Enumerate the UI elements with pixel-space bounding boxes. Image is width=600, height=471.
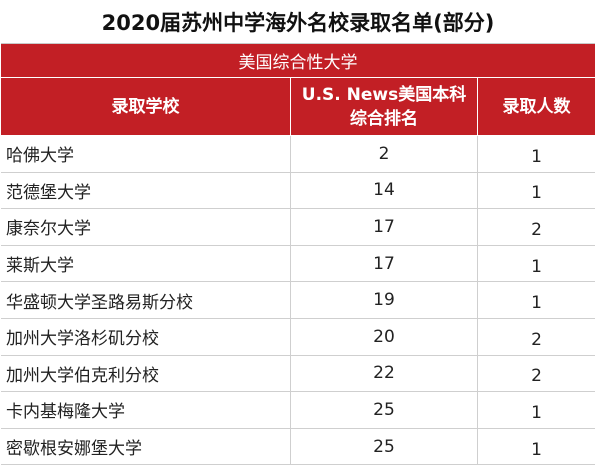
count-cell: 1 (531, 402, 542, 423)
column-header-school: 录取学校 (1, 78, 291, 135)
rank-cell: 17 (291, 245, 478, 282)
rank-cell: 20 (291, 318, 478, 355)
rank-cell: 25 (291, 428, 478, 465)
count-cell: 1 (531, 293, 542, 314)
rank-cell: 17 (291, 209, 478, 245)
table-row: 卡内基梅隆大学 25 1 (1, 392, 595, 429)
school-cell: 哈佛大学 (1, 136, 291, 172)
rank-cell: 14 (291, 172, 478, 209)
column-header-rank: U.S. News美国本科综合排名 (291, 78, 478, 135)
count-cell: 1 (531, 146, 542, 167)
school-cell: 莱斯大学 (1, 245, 291, 282)
table-row: 哈佛大学 2 1 (1, 136, 595, 173)
rank-cell: 2 (291, 136, 478, 172)
table-row: 加州大学洛杉矶分校 20 2 (1, 318, 595, 356)
school-cell: 华盛顿大学圣路易斯分校 (1, 282, 291, 318)
count-cell: 1 (531, 183, 542, 204)
table-row: 莱斯大学 17 1 (1, 245, 595, 283)
table-row: 范德堡大学 14 1 (1, 172, 595, 210)
school-cell: 加州大学伯克利分校 (1, 355, 291, 392)
school-cell: 卡内基梅隆大学 (1, 392, 291, 428)
table-row: 密歇根安娜堡大学 25 1 (1, 428, 595, 466)
count-cell: 2 (531, 219, 542, 240)
rank-cell: 19 (291, 282, 478, 318)
school-cell: 密歇根安娜堡大学 (1, 428, 291, 465)
count-cell: 2 (531, 366, 542, 387)
table-row: 华盛顿大学圣路易斯分校 19 1 (1, 282, 595, 319)
count-cell: 2 (531, 329, 542, 350)
column-header-row: 录取学校 U.S. News美国本科综合排名 录取人数 (1, 78, 595, 136)
school-cell: 范德堡大学 (1, 172, 291, 209)
table-row: 康奈尔大学 17 2 (1, 209, 595, 246)
school-cell: 康奈尔大学 (1, 209, 291, 245)
column-header-count: 录取人数 (502, 96, 571, 117)
table-body: 哈佛大学 2 1 范德堡大学 14 1 康奈尔大学 17 2 莱斯大学 17 1… (1, 136, 595, 466)
school-cell: 加州大学洛杉矶分校 (1, 318, 291, 355)
section-header: 美国综合性大学 (1, 44, 595, 78)
count-cell: 1 (531, 439, 542, 460)
table-row: 加州大学伯克利分校 22 2 (1, 355, 595, 393)
rank-cell: 25 (291, 392, 478, 428)
count-cell: 1 (531, 256, 542, 277)
admissions-table: 2020届苏州中学海外名校录取名单(部分) 美国综合性大学 录取学校 U.S. … (1, 0, 595, 466)
rank-cell: 22 (291, 355, 478, 392)
table-title: 2020届苏州中学海外名校录取名单(部分) (1, 0, 595, 44)
